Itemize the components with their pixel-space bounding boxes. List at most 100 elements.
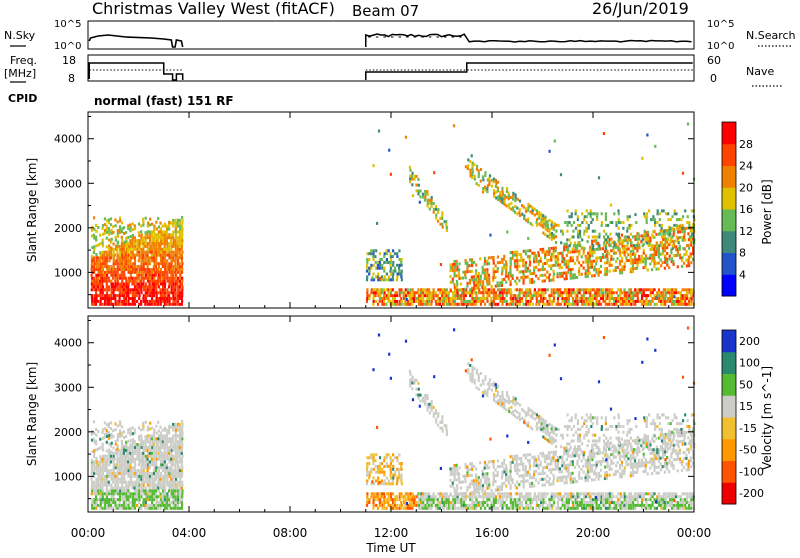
velocity-cell	[613, 507, 615, 510]
power-cell	[111, 238, 113, 241]
velocity-cell	[172, 423, 174, 426]
velocity-cell	[100, 460, 102, 463]
power-cell	[106, 268, 108, 271]
velocity-cell	[125, 460, 127, 463]
power-cell	[155, 285, 157, 288]
power-cell	[685, 259, 687, 262]
power-cell	[596, 297, 598, 300]
power-cell	[669, 288, 671, 291]
power-cell	[606, 303, 608, 306]
power-cell	[641, 294, 643, 297]
power-cell	[377, 288, 379, 291]
power-cell	[637, 300, 639, 303]
power-cell	[108, 268, 110, 271]
power-cell	[140, 248, 142, 251]
power-cell	[478, 172, 480, 175]
velocity-cell	[424, 504, 426, 507]
power-cell	[142, 236, 144, 239]
velocity-cell	[93, 452, 95, 455]
power-cell	[162, 262, 164, 265]
power-cell	[174, 285, 176, 288]
velocity-cell	[151, 495, 153, 498]
velocity-cell	[585, 492, 587, 495]
power-cell	[553, 300, 555, 303]
power-cell	[542, 214, 544, 217]
velocity-cell	[162, 460, 164, 463]
power-cell	[610, 244, 612, 247]
velocity-cell	[147, 481, 149, 484]
velocity-cell	[398, 507, 400, 510]
power-cell	[153, 294, 155, 297]
power-cell	[93, 259, 95, 262]
power-cell	[602, 291, 604, 294]
power-cell	[467, 167, 469, 170]
power-cell	[587, 300, 589, 303]
power-cell	[97, 277, 99, 280]
power-cell	[174, 259, 176, 262]
velocity-cell	[132, 438, 134, 441]
power-cell	[439, 291, 441, 294]
velocity-cell	[177, 443, 179, 446]
power-cell	[450, 297, 452, 300]
power-cell	[656, 221, 658, 224]
velocity-cell	[95, 495, 97, 498]
power-cell	[464, 288, 466, 291]
velocity-cell	[401, 504, 403, 507]
power-cell	[170, 222, 172, 225]
velocity-cell	[540, 492, 542, 495]
velocity-cell	[157, 504, 159, 507]
power-cell	[669, 241, 671, 244]
power-cell	[174, 222, 176, 225]
power-cell	[155, 303, 157, 306]
velocity-cell	[168, 452, 170, 455]
velocity-cell	[164, 489, 166, 492]
power-cell	[134, 248, 136, 251]
velocity-cell	[145, 435, 147, 438]
power-cell	[91, 277, 93, 280]
power-scatter-cells	[91, 123, 696, 306]
power-cell	[97, 226, 99, 229]
power-cell	[665, 294, 667, 297]
power-cell	[659, 218, 661, 221]
power-cell	[110, 217, 112, 220]
power-cell	[104, 251, 106, 254]
velocity-cell	[647, 498, 649, 501]
power-cell	[527, 294, 529, 297]
power-cell	[540, 257, 542, 260]
power-cell	[623, 288, 625, 291]
power-cell	[516, 251, 518, 254]
power-cell	[110, 229, 112, 232]
velocity-cell	[576, 507, 578, 510]
power-cell	[630, 233, 632, 236]
power-cell	[445, 223, 447, 226]
velocity-cell	[145, 487, 147, 490]
velocity-cell	[572, 495, 574, 498]
velocity-cell	[168, 501, 170, 504]
power-cell	[529, 210, 531, 213]
velocity-cell	[159, 446, 161, 449]
power-cell	[149, 256, 151, 259]
velocity-cell	[403, 507, 405, 510]
velocity-cell	[113, 460, 115, 463]
power-cell	[464, 273, 466, 276]
power-cell	[125, 259, 127, 262]
velocity-cell	[669, 498, 671, 501]
power-cell	[603, 236, 605, 239]
velocity-cell	[117, 466, 119, 469]
velocity-cell	[134, 495, 136, 498]
power-cell	[175, 233, 177, 236]
velocity-cell	[168, 472, 170, 475]
power-cell	[681, 300, 683, 303]
power-cell	[561, 272, 563, 275]
power-cell	[510, 257, 512, 260]
power-cell	[110, 300, 112, 303]
power-cell	[688, 221, 690, 224]
velocity-cell	[91, 487, 93, 490]
power-cell	[656, 247, 658, 250]
power-cell	[508, 197, 510, 200]
power-cell	[97, 262, 99, 265]
power-cell	[688, 258, 690, 261]
power-cell	[428, 300, 430, 303]
power-cell	[536, 297, 538, 300]
power-cell	[95, 283, 97, 286]
